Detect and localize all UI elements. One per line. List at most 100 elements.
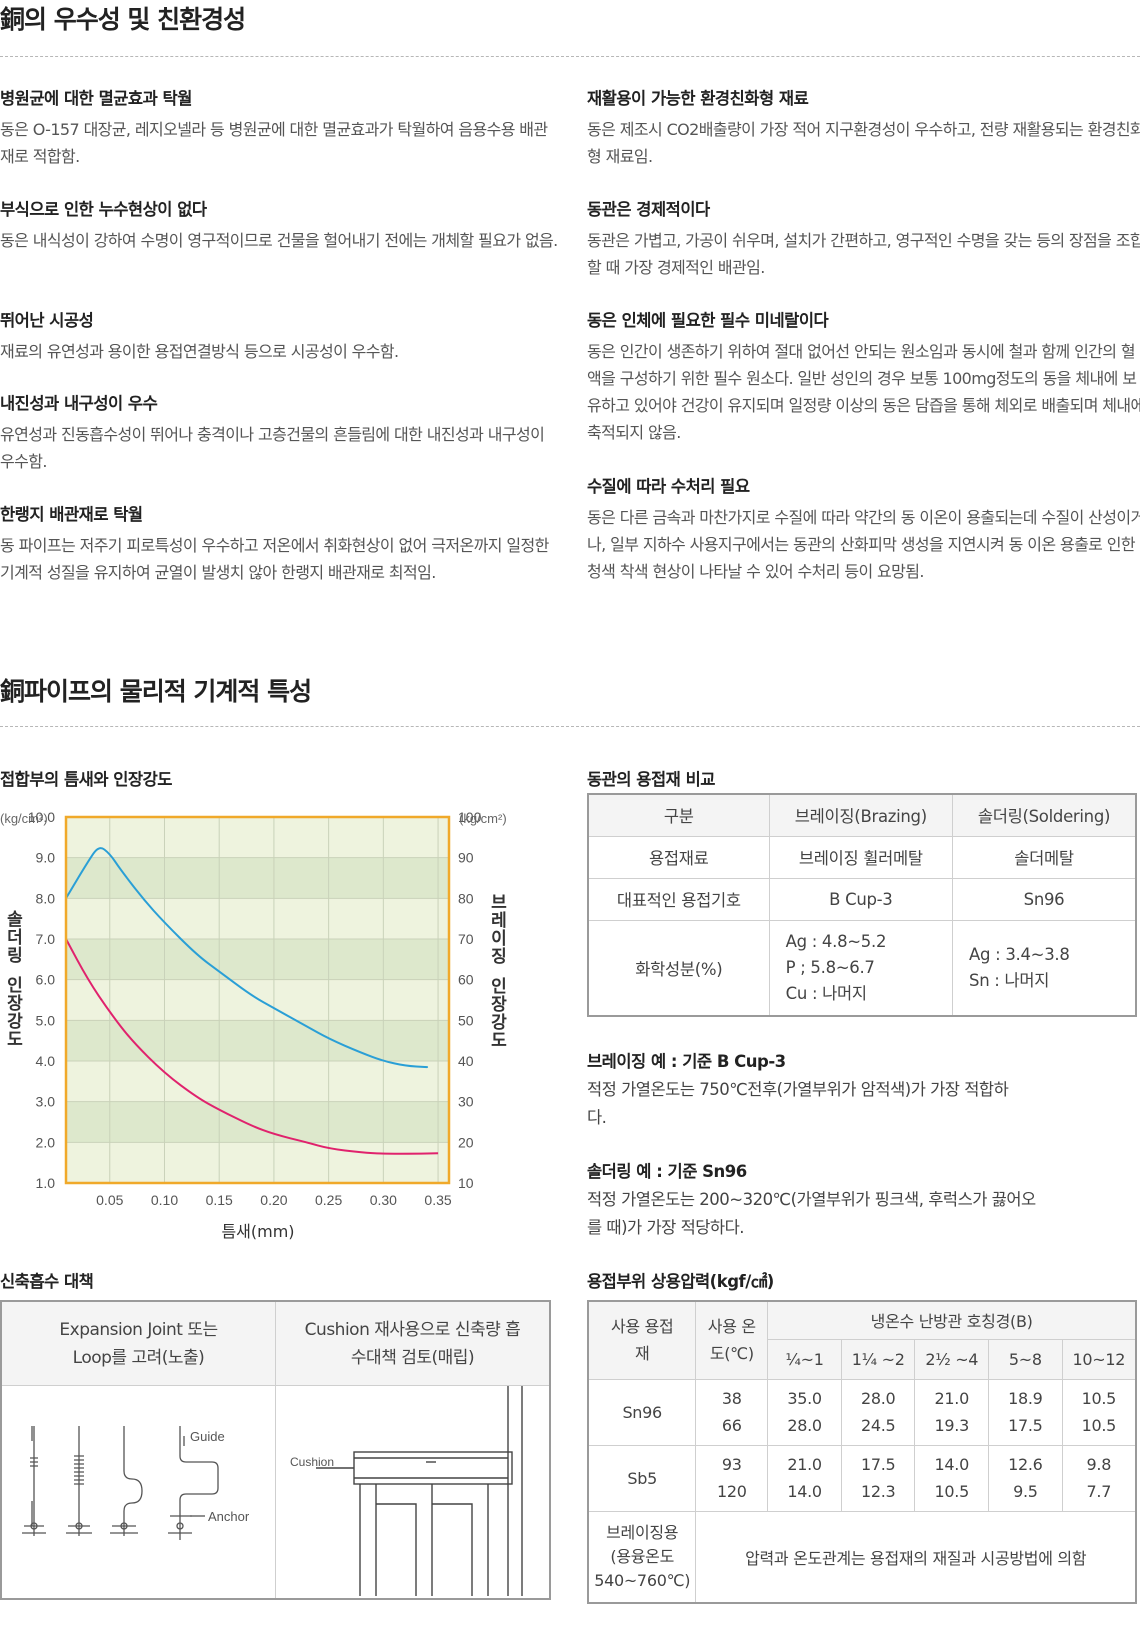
x-tick-label: 0.25 — [315, 1192, 342, 1208]
header-cell: 브레이징(Brazing) — [768, 793, 954, 837]
header-cell: 구분 — [587, 793, 770, 837]
table-cell: 브레이징 휠러메탈 — [768, 835, 954, 879]
table-row: 브레이징용 (용융온도 540~760℃) 압력과 온도관계는 용접재의 재질과… — [587, 1510, 1137, 1604]
x-tick-label: 0.35 — [424, 1192, 451, 1208]
y-tick-label: 9.0 — [36, 850, 56, 866]
table-cell: 18.9 17.5 — [988, 1378, 1063, 1446]
plot-frame — [64, 815, 451, 1185]
y-tick-label: 3.0 — [36, 1094, 56, 1110]
y-tick-label: 50 — [458, 1012, 474, 1028]
table-cell: 12.6 9.5 — [988, 1444, 1063, 1512]
expansion-col-header: Cushion 재사용으로 신축량 흡수대책 검토(매립) — [276, 1302, 549, 1386]
feature-heading: 병원균에 대한 멸균효과 탁월 — [0, 89, 192, 108]
size-header: 5~8 — [988, 1338, 1063, 1380]
brazing-example-body: 적정 가열온도는 750℃전후(가열부위가 암적색)가 가장 적합하다. — [587, 1080, 1009, 1127]
table-cell: 38 66 — [695, 1378, 769, 1446]
feature-block: 동관은 경제적이다 동관은 가볍고, 가공이 쉬우며, 설치가 간편하고, 영구… — [587, 199, 1140, 281]
guide-label: Guide — [190, 1429, 225, 1444]
plot-background — [66, 817, 449, 1183]
y-tick-label: 6.0 — [36, 972, 56, 988]
plot-band — [66, 939, 449, 980]
feature-body: 동은 인간이 생존하기 위하여 절대 없어선 안되는 원소임과 동시에 철과 함… — [587, 342, 1140, 442]
feature-heading: 한랭지 배관재로 탁월 — [0, 505, 143, 524]
plot-band — [66, 1142, 449, 1183]
y-tick-label: 8.0 — [36, 890, 56, 906]
feature-heading: 동관은 경제적이다 — [587, 200, 710, 219]
plot-band — [66, 857, 449, 899]
table-row: Sn96 38 66 35.0 28.0 28.0 24.5 21.0 19.3 18.… — [587, 1378, 1137, 1446]
y-tick-label: 2.0 — [36, 1134, 56, 1150]
plot-band — [66, 1020, 449, 1061]
plot-band — [66, 898, 449, 939]
expansion-joint-diagram: Guide Anchor — [22, 1426, 250, 1540]
feature-body: 동은 O-157 대장균, 레지오넬라 등 병원균에 대한 멸균효과가 탁월하여… — [0, 120, 548, 166]
x-tick-label: 0.10 — [151, 1192, 178, 1208]
braze-comparison-table: 구분 브레이징(Brazing) 솔더링(Soldering) 용접재료 브레이… — [587, 793, 1137, 1017]
pressure-table: 사용 용접재 사용 온도(℃) 냉온수 난방관 호칭경(B) ¼~1 1¼ ~2… — [587, 1300, 1137, 1604]
expansion-col-buried: Cushion 재사용으로 신축량 흡수대책 검토(매립) Cushion — [276, 1302, 549, 1598]
table-header-row: 구분 브레이징(Brazing) 솔더링(Soldering) — [587, 793, 1137, 837]
y-tick-label: 80 — [458, 890, 474, 906]
x-tick-label: 0.30 — [370, 1192, 397, 1208]
table-header-row: ¼~1 1¼ ~2 2½ ~4 5~8 10~12 — [588, 1338, 1137, 1380]
brazing-example-title: 브레이징 예 : 기준 B Cup-3 — [587, 1052, 786, 1071]
feature-block: 수질에 따라 수처리 필요 동은 다른 금속과 마찬가지로 수질에 따라 약간의… — [587, 476, 1140, 585]
feature-block: 한랭지 배관재로 탁월 동 파이프는 저주기 피로특성이 우수하고 저온에서 취… — [0, 504, 560, 586]
table-cell: 용접재료 — [587, 835, 770, 879]
y-tick-label: 40 — [458, 1053, 474, 1069]
divider — [0, 56, 1140, 57]
expansion-col-exposed: Expansion Joint 또는 Loop를 고려(노출) — [2, 1302, 276, 1598]
feature-body: 동은 제조시 CO2배출량이 가장 적어 지구환경성이 우수하고, 전량 재활용… — [587, 120, 1140, 166]
table-row: 화학성분(%) Ag : 4.8~5.2 P ; 5.8~6.7 Cu : 나머… — [587, 919, 1137, 1017]
table-row: 대표적인 용접기호 B Cup-3 Sn96 — [587, 877, 1137, 921]
chem-line: Cu : 나머지 — [785, 983, 867, 1003]
cushion-label: Cushion — [290, 1455, 334, 1469]
table-cell: 17.5 12.3 — [840, 1444, 916, 1512]
feature-body: 유연성과 진동흡수성이 뛰어나 충격이나 고층건물의 흔들림에 대한 내진성과 … — [0, 425, 545, 471]
left-axis-ticks: 10.0 9.0 8.0 7.0 6.0 5.0 4.0 3.0 2.0 1.0 — [28, 809, 55, 1191]
y-tick-label: 60 — [458, 972, 474, 988]
y-tick-label: 20 — [458, 1134, 474, 1150]
size-header: 10~12 — [1061, 1338, 1137, 1380]
feature-body: 동은 다른 금속과 마찬가지로 수질에 따라 약간의 동 이온이 용출되는데 수… — [587, 508, 1140, 581]
soldering-example-title: 솔더링 예 : 기준 Sn96 — [587, 1162, 747, 1181]
chart-heading: 접합부의 틈새와 인장강도 — [0, 770, 172, 789]
soldering-example: 솔더링 예 : 기준 Sn96 적정 가열온도는 200~320℃(가열부위가 … — [587, 1158, 1037, 1242]
feature-block: 동은 인체에 필요한 필수 미네랄이다 동은 인간이 생존하기 위하여 절대 없… — [587, 310, 1140, 446]
cushion-diagram: Cushion — [290, 1386, 523, 1596]
chem-line: Sn : 나머지 — [969, 970, 1050, 990]
y-tick-label: 7.0 — [36, 931, 56, 947]
chart-series — [65, 847, 439, 1155]
table-cell: 압력과 온도관계는 용접재의 재질과 시공방법에 의함 — [695, 1510, 1137, 1604]
section-title-properties: 銅의 우수성 및 친환경성 — [0, 5, 246, 34]
x-tick-label: 0.05 — [96, 1192, 123, 1208]
series-line — [65, 847, 429, 1069]
divider — [0, 726, 1140, 727]
table-cell: 솔더메탈 — [952, 835, 1137, 879]
plot-band — [66, 979, 449, 1021]
header-cell: 사용 온도(℃) — [695, 1300, 769, 1380]
feature-body: 재료의 유연성과 용이한 용접연결방식 등으로 시공성이 우수함. — [0, 342, 399, 361]
table-cell: 28.0 24.5 — [840, 1378, 916, 1446]
table-cell: Sb5 — [587, 1444, 697, 1512]
y-tick-label: 100 — [458, 809, 482, 825]
feature-heading: 재활용이 가능한 환경친화형 재료 — [587, 89, 809, 108]
feature-heading: 동은 인체에 필요한 필수 미네랄이다 — [587, 311, 829, 330]
feature-block: 병원균에 대한 멸균효과 탁월 동은 O-157 대장균, 레지오넬라 등 병원… — [0, 88, 560, 170]
y-tick-label: 1.0 — [36, 1175, 56, 1191]
chem-line: Ag : 4.8~5.2 — [785, 931, 887, 951]
expansion-box: Expansion Joint 또는 Loop를 고려(노출) — [0, 1300, 551, 1600]
x-tick-label: 0.15 — [206, 1192, 233, 1208]
table-row: Sb5 93 120 21.0 14.0 17.5 12.3 14.0 10.5 12.… — [587, 1444, 1137, 1512]
y-tick-label: 10 — [458, 1175, 474, 1191]
feature-heading: 뛰어난 시공성 — [0, 311, 94, 330]
y-tick-label: 10.0 — [28, 809, 55, 825]
table-cell: B Cup-3 — [768, 877, 954, 921]
feature-heading: 부식으로 인한 누수현상이 없다 — [0, 200, 207, 219]
header-group-cell: 냉온수 난방관 호칭경(B) — [767, 1300, 1137, 1340]
y-tick-label: 70 — [458, 931, 474, 947]
expansion-heading: 신축흡수 대책 — [0, 1272, 94, 1291]
